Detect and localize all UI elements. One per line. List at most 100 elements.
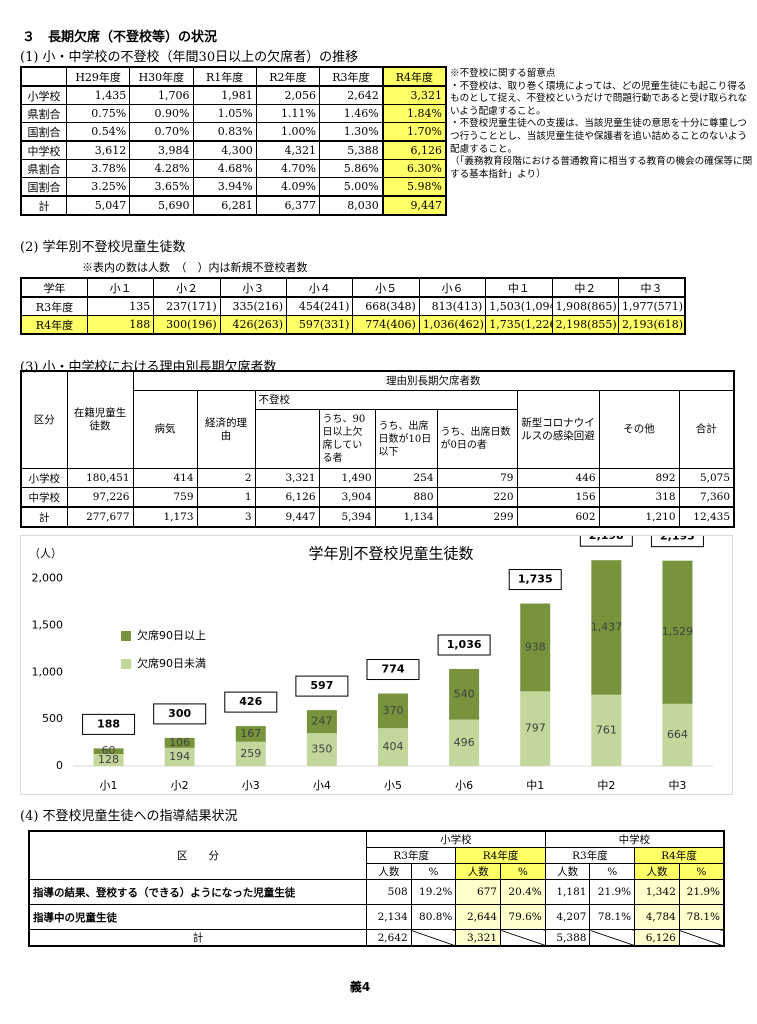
table-row: 県割合 0.75% 0.90% 1.05% 1.11% 1.46% 1.84%: [20, 104, 448, 123]
legend-swatch: [121, 631, 131, 641]
row-header: 計: [28, 929, 367, 947]
table4: 区 分小学校 中学校 R3年度 R4年度 R3年度 R4年度 人数% 人数% 人数% 人数% 指導…: [28, 830, 725, 947]
x-tick-label: 小5: [384, 779, 402, 792]
cell: 1.46%: [318, 104, 384, 123]
legend-label: 欠席90日以上: [137, 628, 206, 642]
column-header: 不登校: [254, 390, 518, 410]
cell: 188: [86, 315, 155, 335]
bar-segment: [591, 560, 622, 695]
cell: 677: [455, 879, 502, 905]
bar-segment: [449, 719, 480, 766]
table2-note: ※表内の数は人数 （ ）内は新規不登校者数: [82, 261, 308, 274]
row-header: 県割合: [20, 159, 67, 178]
cell: 335(216): [219, 296, 288, 316]
cell: 3.65%: [129, 177, 194, 197]
cell: 1,134: [374, 506, 438, 528]
sub-header: %: [410, 863, 457, 880]
x-tick-label: 中2: [597, 779, 615, 792]
row-header: 小学校: [20, 468, 68, 488]
bar-segment: [93, 754, 124, 766]
cell: 12,435: [678, 506, 735, 528]
bar-segment: [164, 747, 195, 766]
cell: 180,451: [66, 468, 134, 488]
cell: 1,342: [634, 879, 680, 905]
data-label: 247: [311, 715, 332, 728]
column-header: 小６: [418, 277, 487, 298]
total-label: 2,198: [589, 536, 624, 542]
data-label: 194: [169, 750, 190, 763]
cell: 1.00%: [255, 122, 321, 142]
column-header: 合計: [678, 390, 735, 469]
column-header: その他: [598, 390, 680, 469]
cell: 237(171): [153, 296, 221, 316]
data-label: 350: [311, 743, 332, 756]
note-item: ・不登校は、取り巻く環境によっては、どの児童生徒にも起こり得るものとして捉え、不…: [450, 80, 748, 117]
cell: 1,503(1,094): [485, 296, 553, 316]
column-header: R1年度: [192, 66, 257, 87]
cell: 8,030: [318, 195, 384, 216]
cell: 813(413): [418, 296, 487, 316]
sub-header: 人数: [634, 863, 680, 880]
cell: 2,642: [318, 85, 384, 105]
header-row: 学年 小１ 小２ 小３ 小４ 小５ 小６ 中１ 中２ 中３: [20, 277, 686, 298]
bar-segment: [449, 668, 480, 720]
cell: 6,281: [192, 195, 257, 216]
cell: 97,226: [66, 487, 134, 508]
data-label: 1,529: [662, 625, 694, 638]
total-box: [508, 569, 562, 591]
cell: 446: [516, 468, 600, 488]
cell: 9,447: [381, 195, 448, 216]
column-header: うち、出席日数が0日の者: [436, 409, 518, 469]
cell: 21.9%: [678, 879, 725, 905]
data-label: 404: [383, 740, 404, 753]
sub-header: 人数: [544, 863, 591, 880]
cell: 5,047: [65, 195, 131, 216]
column-header: 学年: [20, 277, 88, 298]
cell: 2,134: [366, 904, 412, 930]
row-header: 小学校: [20, 85, 67, 105]
cell: 2,644: [455, 904, 502, 930]
cell: 2,198(855): [551, 315, 620, 335]
column-header: 中１: [485, 277, 553, 298]
data-label: 797: [525, 722, 546, 735]
x-tick-label: 小2: [171, 779, 189, 792]
year-header: R3年度: [365, 847, 457, 864]
cell: 454(241): [286, 296, 354, 316]
table-row: 小学校 180,451 414 2 3,321 1,490 254 79 446 892 5,075: [20, 468, 735, 488]
notes-heading: ※不登校に関する留意点: [450, 68, 556, 79]
data-label: 938: [525, 640, 546, 653]
cell: 508: [366, 879, 412, 905]
cell: 4.28%: [129, 159, 194, 178]
total-box: [153, 703, 207, 725]
cell: 79: [436, 468, 518, 488]
sub-header: %: [589, 863, 636, 880]
table-row: 計 5,047 5,690 6,281 6,377 8,030 9,447: [20, 195, 448, 216]
table-row: 国割合 0.54% 0.70% 0.83% 1.00% 1.30% 1.70%: [20, 122, 448, 142]
x-tick-label: 中1: [526, 779, 544, 792]
cell: 3.25%: [65, 177, 131, 197]
column-header: R3年度: [318, 66, 384, 87]
y-tick-label: 2,000: [32, 572, 64, 585]
cell: 4.68%: [192, 159, 257, 178]
cell: 4,784: [634, 904, 680, 930]
cell: 3,321: [254, 468, 320, 488]
table-row: 小学校 1,435 1,706 1,981 2,056 2,642 3,321: [20, 85, 448, 105]
cell: 2,193(618): [618, 315, 686, 335]
cell: 3.78%: [65, 159, 131, 178]
cell: 1,181: [544, 879, 591, 905]
sub-header: 人数: [455, 863, 502, 880]
cell: 3,321: [455, 929, 502, 947]
column-header: 小５: [352, 277, 420, 298]
cell: 880: [374, 487, 438, 508]
cell: 3,321: [381, 85, 448, 105]
row-header: 国割合: [20, 122, 67, 142]
column-header: R2年度: [255, 66, 321, 87]
row-header: 計: [20, 506, 68, 528]
column-header: うち、90日以上欠席している者: [318, 409, 376, 469]
data-label: 128: [98, 753, 119, 766]
bar-segment: [306, 710, 337, 734]
total-label: 2,193: [660, 536, 695, 543]
section-heading: ３ 長期欠席（不登校等）の状況: [22, 30, 218, 45]
cell: 78.1%: [589, 904, 636, 930]
cell: 1.11%: [255, 104, 321, 123]
